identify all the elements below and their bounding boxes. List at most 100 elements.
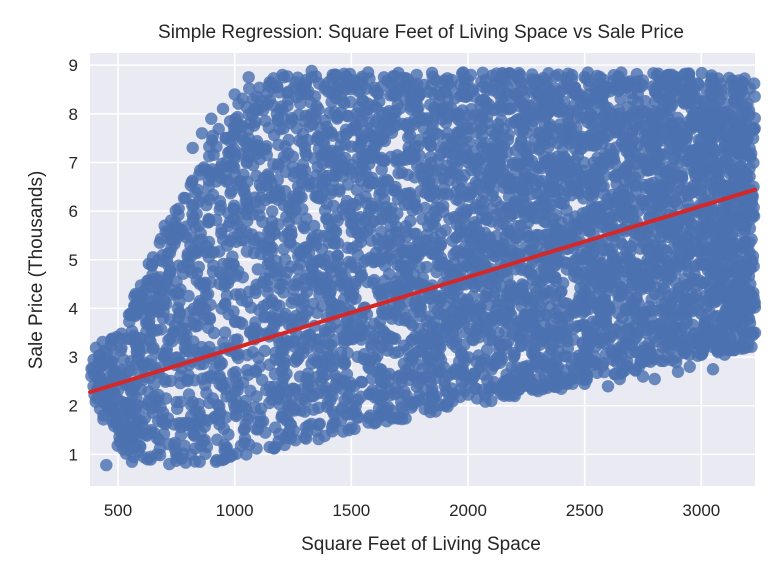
data-point xyxy=(479,73,493,87)
data-point xyxy=(153,271,167,284)
data-point xyxy=(497,298,510,311)
data-point xyxy=(331,249,344,262)
data-point xyxy=(241,348,254,362)
data-point xyxy=(661,164,675,178)
data-point xyxy=(206,129,219,142)
data-point xyxy=(552,68,565,81)
data-point xyxy=(341,391,355,404)
data-point xyxy=(463,190,476,203)
data-point xyxy=(526,243,539,256)
data-point xyxy=(683,147,696,160)
data-point xyxy=(560,322,574,336)
data-point xyxy=(748,298,761,311)
data-point xyxy=(474,136,487,149)
data-point xyxy=(235,120,248,134)
data-point xyxy=(650,69,663,82)
data-point xyxy=(671,253,684,266)
data-point xyxy=(340,316,354,329)
data-point xyxy=(201,287,215,301)
data-point xyxy=(345,140,358,153)
data-point xyxy=(421,351,435,364)
data-point xyxy=(449,245,463,259)
data-point xyxy=(395,154,409,167)
data-point xyxy=(229,235,243,248)
data-point xyxy=(504,209,518,223)
data-point xyxy=(225,390,238,403)
data-point xyxy=(544,319,557,333)
data-point xyxy=(269,421,282,434)
data-point xyxy=(710,294,724,307)
data-point xyxy=(340,127,354,140)
data-point xyxy=(651,227,665,240)
data-point xyxy=(353,321,366,334)
data-point xyxy=(543,286,557,299)
data-point xyxy=(261,297,274,310)
data-point xyxy=(351,227,364,240)
data-point xyxy=(357,352,370,366)
data-point xyxy=(573,290,586,303)
data-point xyxy=(667,152,680,165)
data-point xyxy=(441,333,454,346)
data-point xyxy=(328,224,341,237)
data-point xyxy=(403,316,417,329)
data-point xyxy=(179,322,192,336)
data-point xyxy=(432,153,445,166)
data-point xyxy=(603,211,616,225)
data-point xyxy=(562,170,575,183)
data-point xyxy=(248,401,262,414)
data-point xyxy=(182,388,196,401)
data-point xyxy=(635,283,648,296)
chart-title: Simple Regression: Square Feet of Living… xyxy=(158,22,684,43)
data-point xyxy=(638,129,652,142)
data-point xyxy=(743,222,757,235)
data-point xyxy=(244,384,257,397)
data-point xyxy=(339,151,352,165)
data-point xyxy=(539,215,553,229)
data-point xyxy=(514,76,528,89)
data-point xyxy=(532,141,546,155)
data-point xyxy=(252,231,266,244)
data-point xyxy=(374,408,388,422)
data-point xyxy=(470,199,483,212)
data-point xyxy=(597,356,610,370)
data-point xyxy=(538,118,551,131)
data-point xyxy=(147,341,160,354)
data-point xyxy=(229,371,242,384)
data-point xyxy=(200,199,213,212)
data-point xyxy=(372,392,385,405)
data-point xyxy=(663,119,676,132)
data-point xyxy=(420,159,433,173)
data-point xyxy=(343,162,356,175)
data-point xyxy=(738,72,751,85)
data-point xyxy=(394,269,407,283)
data-point xyxy=(325,421,339,434)
data-point xyxy=(259,114,272,128)
data-point xyxy=(532,127,545,140)
data-point xyxy=(578,278,591,292)
data-point xyxy=(709,99,722,112)
data-point xyxy=(265,215,279,228)
data-point xyxy=(514,339,527,353)
data-point xyxy=(362,416,375,429)
data-point xyxy=(327,199,340,212)
data-point xyxy=(348,211,362,224)
data-point xyxy=(355,375,369,389)
data-point xyxy=(463,322,476,336)
data-point xyxy=(488,129,501,142)
data-point xyxy=(529,357,542,370)
data-point xyxy=(591,69,604,83)
data-point xyxy=(675,125,689,139)
data-point xyxy=(225,184,238,198)
data-point xyxy=(261,257,274,271)
data-point xyxy=(278,185,292,198)
data-point xyxy=(480,150,493,163)
data-point xyxy=(449,143,462,156)
data-point xyxy=(399,225,413,238)
data-point xyxy=(339,357,352,370)
data-point xyxy=(419,339,432,352)
data-point xyxy=(307,219,321,233)
data-point xyxy=(316,169,330,182)
data-point xyxy=(263,380,276,394)
data-point xyxy=(301,268,314,281)
data-point xyxy=(306,390,320,403)
